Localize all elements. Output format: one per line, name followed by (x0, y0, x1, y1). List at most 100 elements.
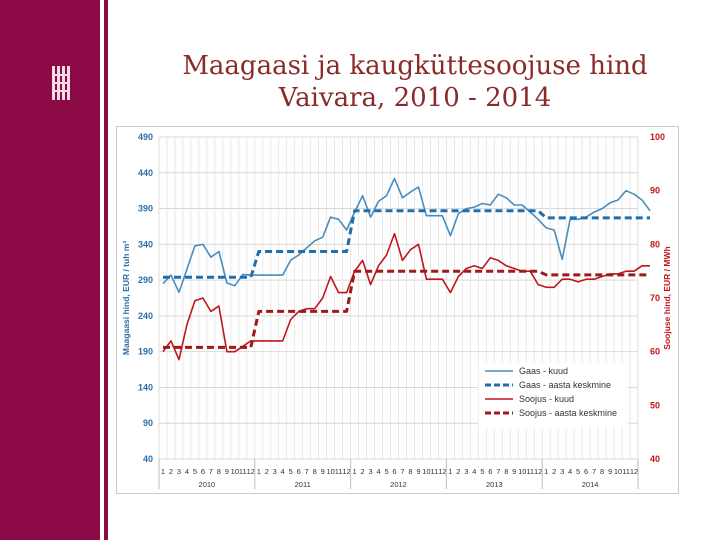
logo-icon (52, 66, 70, 100)
x-tick-label: 7 (592, 467, 596, 476)
y-tick-label: 390 (138, 204, 153, 214)
sidebar-band (0, 0, 100, 540)
y-tick-label: 40 (143, 454, 153, 464)
x-tick-label: 9 (225, 467, 229, 476)
y-tick-label: 490 (138, 132, 153, 142)
x-tick-label: 2 (456, 467, 460, 476)
x-tick-label: 12 (247, 467, 255, 476)
x-tick-label: 2 (265, 467, 269, 476)
x-tick-label: 1 (544, 467, 548, 476)
x-tick-label: 4 (185, 467, 189, 476)
series-line-1 (162, 177, 651, 294)
x-tick-label: 5 (480, 467, 484, 476)
year-label: 2012 (390, 480, 407, 489)
chart-frame: 490 440 390 340 290 240 190 140 90 40 100 90 80 70 60 5… (116, 126, 679, 494)
x-tick-label: 8 (504, 467, 508, 476)
x-tick-label: 5 (193, 467, 197, 476)
year-label: 2013 (486, 480, 503, 489)
x-tick-label: 10 (231, 467, 239, 476)
sidebar-stripe (104, 0, 108, 540)
x-tick-label: 12 (342, 467, 350, 476)
x-tick-label: 2 (360, 467, 364, 476)
series-line-3 (162, 232, 650, 361)
price-chart: 4904403903402902401901409040100908070605… (121, 132, 672, 489)
y-tick-label: 90 (143, 418, 153, 428)
x-tick-label: 6 (297, 467, 301, 476)
x-tick-label: 2 (552, 467, 556, 476)
x-tick-label: 9 (416, 467, 420, 476)
legend-box (478, 362, 628, 428)
x-tick-label: 10 (614, 467, 622, 476)
x-tick-label: 7 (305, 467, 309, 476)
slide-title-line-1: Maagaasi ja kaugküttesoojuse hind (182, 51, 648, 81)
y2-tick-label: 50 (650, 400, 660, 410)
x-tick-label: 12 (630, 467, 638, 476)
x-tick-label: 2 (169, 467, 173, 476)
x-tick-label: 3 (177, 467, 181, 476)
x-tick-label: 11 (622, 467, 630, 476)
x-tick-label: 12 (438, 467, 446, 476)
y2-tick-label: 100 (650, 132, 665, 142)
slide-title-line-2: Vaivara, 2010 - 2014 (278, 83, 552, 113)
x-tick-label: 11 (431, 467, 439, 476)
year-label: 2014 (582, 480, 599, 489)
x-tick-label: 6 (201, 467, 205, 476)
x-tick-label: 10 (422, 467, 430, 476)
y-tick-label: 290 (138, 275, 153, 285)
x-tick-label: 5 (576, 467, 580, 476)
x-tick-label: 5 (289, 467, 293, 476)
x-tick-label: 8 (600, 467, 604, 476)
x-tick-label: 3 (560, 467, 564, 476)
x-tick-label: 7 (400, 467, 404, 476)
x-tick-label: 10 (326, 467, 334, 476)
x-tick-label: 3 (368, 467, 372, 476)
legend-label: Soojus - kuud (519, 394, 574, 404)
x-tick-label: 7 (209, 467, 213, 476)
x-tick-label: 8 (408, 467, 412, 476)
x-tick-label: 9 (321, 467, 325, 476)
x-tick-label: 1 (448, 467, 452, 476)
x-tick-label: 1 (161, 467, 165, 476)
x-tick-label: 9 (512, 467, 516, 476)
series-line-4 (163, 269, 650, 349)
x-tick-label: 3 (464, 467, 468, 476)
y-axis-title: Maagaasi hind, EUR / tuh m³ (121, 241, 131, 355)
x-tick-label: 12 (534, 467, 542, 476)
y-tick-label: 440 (138, 168, 153, 178)
legend-label: Soojus - aasta keskmine (519, 408, 617, 418)
y2-tick-label: 40 (650, 454, 660, 464)
y-tick-label: 240 (138, 311, 153, 321)
y-tick-label: 140 (138, 382, 153, 392)
x-tick-label: 3 (273, 467, 277, 476)
x-tick-label: 11 (526, 467, 534, 476)
x-tick-label: 1 (257, 467, 261, 476)
x-tick-label: 1 (353, 467, 357, 476)
y2-tick-label: 60 (650, 347, 660, 357)
x-tick-label: 4 (281, 467, 285, 476)
year-label: 2010 (199, 480, 216, 489)
x-tick-label: 9 (608, 467, 612, 476)
y-tick-label: 190 (138, 347, 153, 357)
y2-tick-label: 70 (650, 293, 660, 303)
x-tick-label: 8 (313, 467, 317, 476)
x-tick-label: 10 (518, 467, 526, 476)
y2-tick-label: 90 (650, 186, 660, 196)
year-label: 2011 (295, 480, 311, 489)
x-tick-label: 11 (239, 467, 247, 476)
x-tick-label: 11 (335, 467, 343, 476)
legend-label: Gaas - kuud (519, 366, 568, 376)
x-tick-label: 7 (496, 467, 500, 476)
x-tick-label: 6 (392, 467, 396, 476)
x-tick-label: 4 (472, 467, 476, 476)
x-tick-label: 8 (217, 467, 221, 476)
y-tick-label: 340 (138, 239, 153, 249)
slide-title: Maagaasi ja kaugküttesoojuse hind Vaivar… (120, 50, 710, 114)
legend-label: Gaas - aasta keskmine (519, 380, 611, 390)
x-tick-label: 4 (568, 467, 572, 476)
x-tick-label: 6 (584, 467, 588, 476)
x-tick-label: 5 (384, 467, 388, 476)
x-tick-label: 4 (376, 467, 380, 476)
series-line-2 (163, 209, 650, 279)
x-tick-label: 6 (488, 467, 492, 476)
y2-tick-label: 80 (650, 239, 660, 249)
